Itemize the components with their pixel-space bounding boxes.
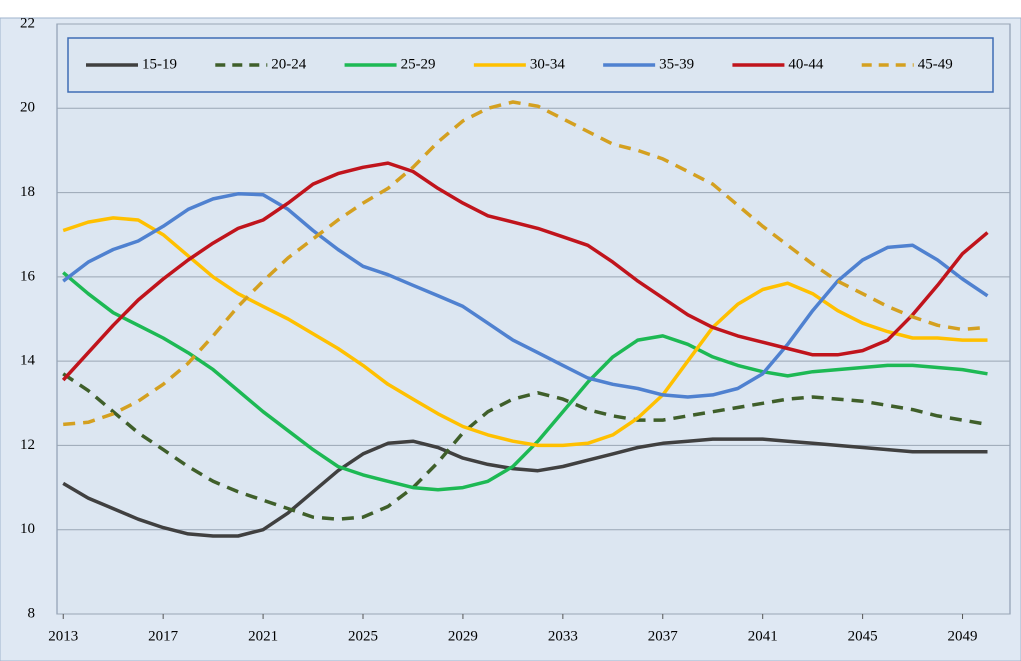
- y-tick-label: 10: [20, 521, 35, 537]
- x-tick-label: 2033: [548, 628, 578, 644]
- legend-label: 20-24: [271, 56, 306, 72]
- y-tick-label: 20: [20, 100, 35, 116]
- y-tick-label: 22: [20, 15, 35, 31]
- y-tick-label: 18: [20, 184, 35, 200]
- legend-label: 45-49: [918, 56, 953, 72]
- line-series: [62, 437, 988, 538]
- line-series: [61, 161, 989, 382]
- y-tick-label: 14: [20, 353, 36, 369]
- legend-label: 15-19: [142, 56, 177, 72]
- legend-label: 40-44: [788, 56, 823, 72]
- line-series: [62, 271, 988, 492]
- y-tick-label: 8: [28, 605, 36, 621]
- legend-label: 35-39: [659, 56, 694, 72]
- line-series: [63, 100, 988, 427]
- x-tick-label: 2045: [848, 628, 878, 644]
- line-series: [62, 372, 988, 521]
- x-tick-label: 2017: [148, 628, 179, 644]
- line-series: [62, 216, 988, 448]
- plot-area: [56, 23, 1011, 615]
- legend-label: 25-29: [401, 56, 436, 72]
- y-tick-label: 16: [20, 268, 36, 284]
- y-tick-label: 12: [20, 437, 35, 453]
- x-tick-label: 2025: [348, 628, 378, 644]
- legend-label: 30-34: [530, 56, 565, 72]
- x-tick-label: 2013: [48, 628, 78, 644]
- line-series: [62, 192, 989, 399]
- x-tick-label: 2041: [748, 628, 778, 644]
- x-tick-label: 2021: [248, 628, 278, 644]
- x-tick-label: 2029: [448, 628, 478, 644]
- x-tick-label: 2049: [948, 628, 978, 644]
- x-tick-label: 2037: [648, 628, 679, 644]
